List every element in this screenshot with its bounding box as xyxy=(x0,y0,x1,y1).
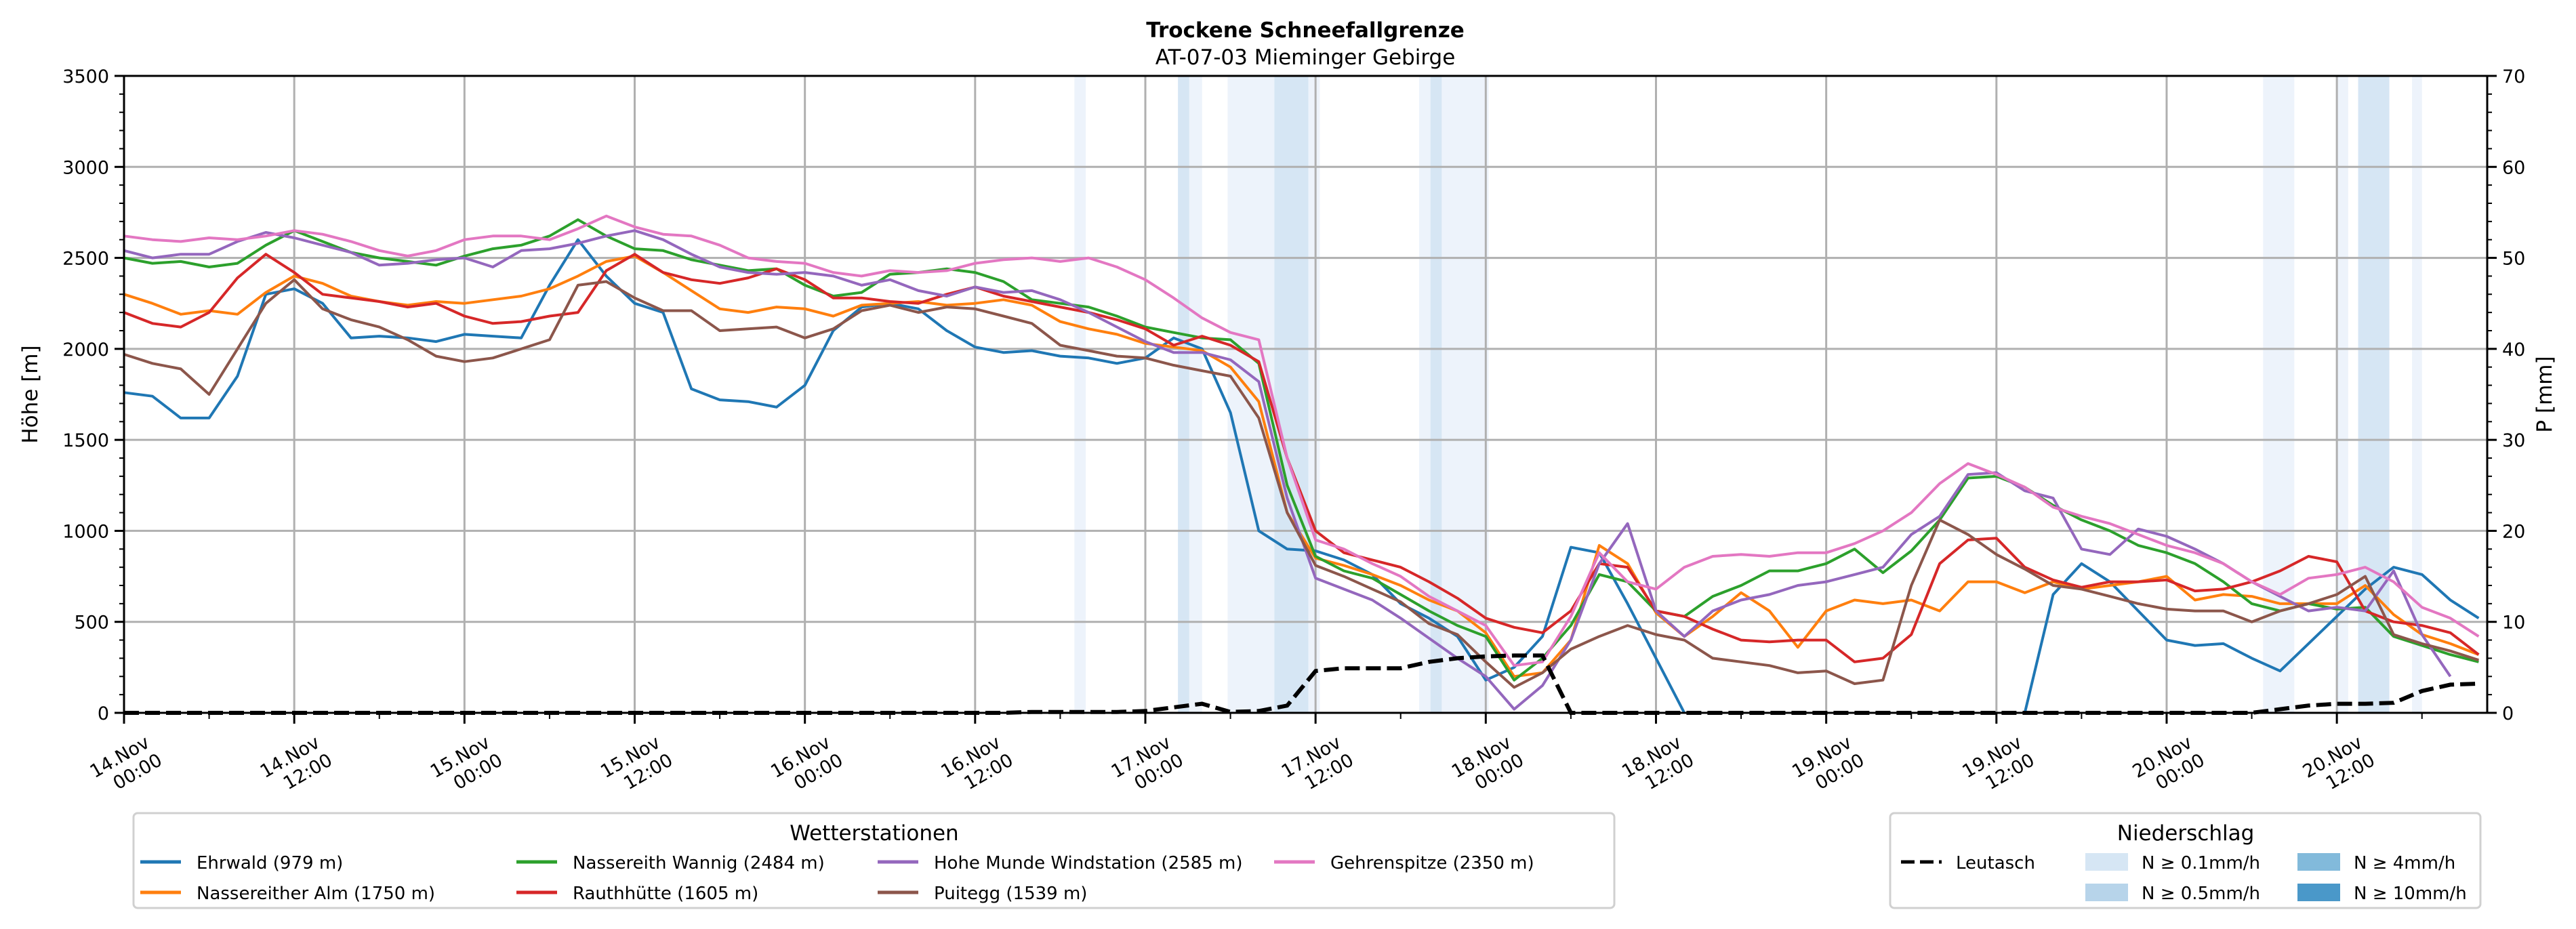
y-tick-label-500: 500 xyxy=(74,613,109,634)
legend-stations-frame xyxy=(132,812,1616,909)
precip-band-7 xyxy=(1430,76,1442,713)
legend-label-4: Hohe Munde Windstation (2585 m) xyxy=(934,853,1242,873)
y2-tick-label-30: 30 xyxy=(2502,430,2525,451)
legend-label-0: Ehrwald (979 m) xyxy=(197,853,343,873)
precip-band-5 xyxy=(1308,76,1320,713)
chart-subtitle: AT-07-03 Mieminger Gebirge xyxy=(1156,45,1456,70)
y2-tick-label-50: 50 xyxy=(2502,249,2525,270)
y2-tick-label-0: 0 xyxy=(2502,703,2514,724)
legend-label-2: Nassereith Wannig (2484 m) xyxy=(573,853,825,873)
legend-label-5: Puitegg (1539 m) xyxy=(934,884,1087,904)
plot-frame xyxy=(123,75,2489,714)
legend-precip-swatch-2 xyxy=(2297,853,2340,871)
chart-title: Trockene Schneefallgrenze xyxy=(1146,18,1465,43)
y2-tick-label-70: 70 xyxy=(2502,66,2525,87)
legend-precip-label-3: N ≥ 10mm/h xyxy=(2354,884,2467,904)
y2-tick-label-40: 40 xyxy=(2502,339,2525,360)
y-axis-label: Höhe [m] xyxy=(18,345,43,443)
y-tick-label-1500: 1500 xyxy=(62,430,109,451)
y-tick-label-1000: 1000 xyxy=(62,521,109,542)
legend-precip-title: Niederschlag xyxy=(2117,821,2255,846)
series-line-6 xyxy=(123,214,2480,667)
series-line-3 xyxy=(123,253,2480,663)
y-tick-label-3500: 3500 xyxy=(62,66,109,87)
legend-precip-swatch-3 xyxy=(2297,884,2340,901)
y2-tick-label-20: 20 xyxy=(2502,521,2525,542)
y-tick-label-3000: 3000 xyxy=(62,157,109,178)
legend-precip-swatch-0 xyxy=(2085,853,2128,871)
legend-label-1: Nassereither Alm (1750 m) xyxy=(197,884,435,904)
legend-precip-label-1: N ≥ 0.5mm/h xyxy=(2142,884,2260,904)
legend-stations-title: Wetterstationen xyxy=(790,821,958,846)
y-tick-label-2000: 2000 xyxy=(62,339,109,360)
precip-band-2 xyxy=(1189,76,1202,713)
series-line-2 xyxy=(123,218,2479,682)
y2-axis-label: P [mm] xyxy=(2533,356,2557,432)
precip-band-10 xyxy=(2337,76,2348,713)
legend-precip: Niederschlag Leutasch N ≥ 0.1mm/h N ≥ 0.5… xyxy=(1889,812,2482,909)
legend-precip-swatch-1 xyxy=(2085,884,2128,901)
y2-tick-label-60: 60 xyxy=(2502,157,2525,178)
precip-band-9 xyxy=(2263,76,2295,713)
series-line-5 xyxy=(123,278,2480,689)
precip-band-1 xyxy=(1178,76,1189,713)
precip-band-6 xyxy=(1418,76,1431,713)
precip-band-4 xyxy=(1274,76,1309,713)
legend-label-6: Gehrenspitze (2350 m) xyxy=(1330,853,1534,873)
legend-stations: Wetterstationen Ehrwald (979 m) Nassereit… xyxy=(132,812,1616,909)
legend-precip-label-2: N ≥ 4mm/h xyxy=(2354,853,2455,873)
precip-band-0 xyxy=(1074,76,1086,713)
y-tick-label-2500: 2500 xyxy=(62,249,109,270)
y2-tick-label-10: 10 xyxy=(2502,613,2525,634)
legend-label-3: Rauthhütte (1605 m) xyxy=(573,884,758,904)
series-line-0 xyxy=(123,238,2480,714)
precip-band-12 xyxy=(2412,76,2422,713)
series-line-4 xyxy=(123,229,2452,711)
legend-leutasch-label: Leutasch xyxy=(1956,853,2035,873)
y-tick-label-0: 0 xyxy=(98,703,109,724)
legend-precip-label-0: N ≥ 0.1mm/h xyxy=(2142,853,2260,873)
precipitation-bands xyxy=(1074,76,2422,713)
